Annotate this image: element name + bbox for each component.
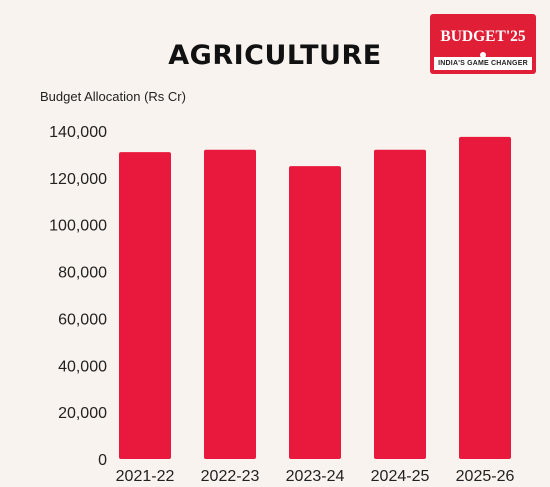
bar-2021-22 bbox=[119, 152, 171, 460]
bar-2023-24 bbox=[289, 166, 341, 459]
y-axis-label: Budget Allocation (Rs Cr) bbox=[40, 89, 186, 104]
bar-2022-23 bbox=[204, 149, 256, 459]
y-tick-label: 140,000 bbox=[49, 124, 107, 141]
y-tick-label: 0 bbox=[98, 452, 107, 469]
chart-title: AGRICULTURE bbox=[168, 40, 382, 71]
y-tick-label: 40,000 bbox=[58, 358, 107, 375]
budget-logo-badge: BUDGET'25 INDIA'S GAME CHANGER bbox=[430, 14, 536, 74]
y-tick-label: 120,000 bbox=[49, 171, 107, 188]
x-tick-label: 2024-25 bbox=[371, 468, 430, 485]
bar-2024-25 bbox=[374, 149, 426, 459]
y-tick-label: 60,000 bbox=[58, 311, 107, 328]
x-tick-label: 2023-24 bbox=[286, 468, 345, 485]
badge-title: BUDGET'25 bbox=[440, 28, 526, 45]
x-tick-label: 2021-22 bbox=[116, 468, 175, 485]
x-tick-label: 2022-23 bbox=[201, 468, 260, 485]
x-tick-label: 2025-26 bbox=[456, 468, 515, 485]
y-tick-label: 20,000 bbox=[58, 405, 107, 422]
y-tick-label: 80,000 bbox=[58, 265, 107, 282]
badge-tagline: INDIA'S GAME CHANGER bbox=[434, 57, 532, 70]
bar-2025-26 bbox=[459, 136, 511, 459]
badge-pin-icon bbox=[480, 52, 486, 58]
y-tick-label: 100,000 bbox=[49, 218, 107, 235]
